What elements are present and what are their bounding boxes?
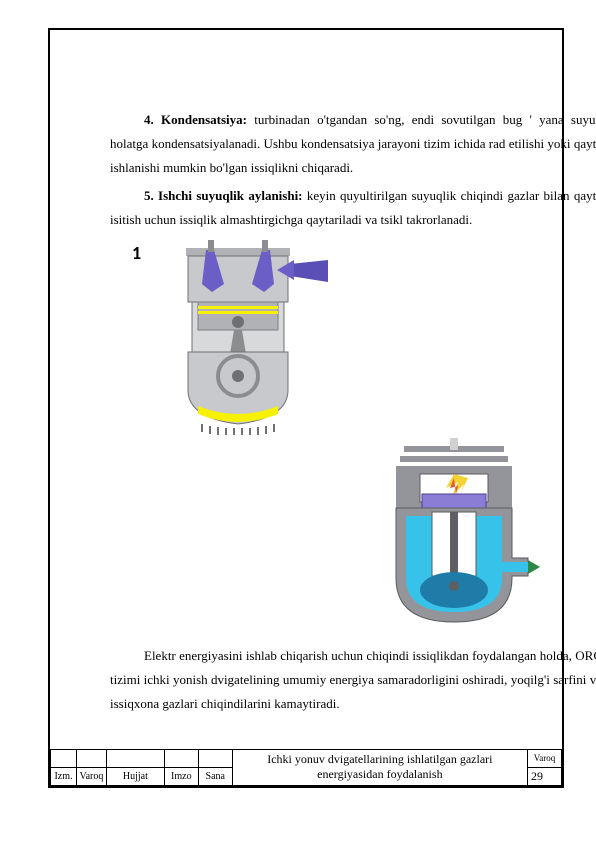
figures-block: 1 <box>110 238 596 638</box>
paragraph-5: 5. Ishchi suyuqlik aylanishi: keyin quyu… <box>110 184 596 232</box>
figure-2-engine-icon <box>360 438 550 628</box>
para5-heading: 5. Ishchi suyuqlik aylanishi: <box>144 188 303 203</box>
paragraph-after-figures: Elektr energiyasini ishlab chiqarish uch… <box>110 644 596 716</box>
paragraph-4: 4. Kondensatsiya: turbinadan o'tgandan s… <box>110 108 596 180</box>
footer-izm: Izm. <box>51 767 77 785</box>
footer-table: Ichki yonuv dvigatellarining ishlatilgan… <box>50 749 562 786</box>
footer-imzo: Imzo <box>164 767 198 785</box>
figure-1-label: 1 <box>132 242 141 264</box>
footer-title: Ichki yonuv dvigatellarining ishlatilgan… <box>232 749 527 785</box>
figure-1-engine-icon <box>158 240 328 435</box>
page-content: 4. Kondensatsiya: turbinadan o'tgandan s… <box>110 108 596 720</box>
page-frame: 4. Kondensatsiya: turbinadan o'tgandan s… <box>48 28 564 788</box>
footer-sana: Sana <box>198 767 232 785</box>
footer-varoq-label: Varoq <box>528 749 562 767</box>
footer-page-number: 29 <box>528 767 562 785</box>
footer-varoq-col: Varoq <box>76 767 106 785</box>
footer-hujjat: Hujjat <box>106 767 164 785</box>
para4-heading: 4. Kondensatsiya: <box>144 112 247 127</box>
